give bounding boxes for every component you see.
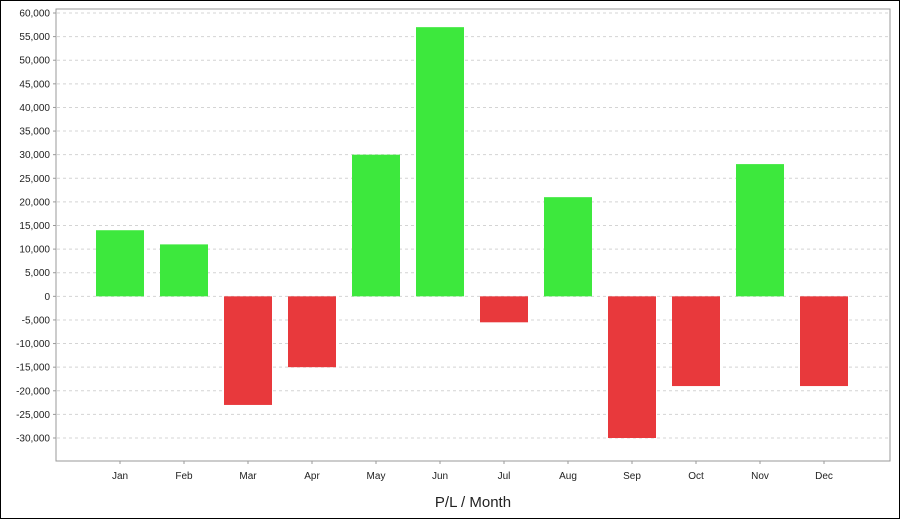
y-tick-label: -25,000 [16, 410, 50, 421]
x-tick-label: Jan [112, 471, 128, 482]
y-tick-label: 35,000 [19, 127, 50, 138]
x-tick-label: Apr [304, 471, 320, 482]
x-tick-label: Nov [751, 471, 769, 482]
y-tick-label: 5,000 [25, 268, 50, 279]
x-tick-labels: Jan Feb Mar Apr May Jun Jul Aug Sep Oct Nov Dec [112, 461, 833, 482]
y-tick-label: 10,000 [19, 245, 50, 256]
y-tick-label: -20,000 [16, 386, 50, 397]
y-tick-label: 50,000 [19, 56, 50, 67]
y-tick-label: 45,000 [19, 79, 50, 90]
y-tick-label: 25,000 [19, 174, 50, 185]
y-tick-label: -5,000 [22, 315, 51, 326]
y-tick-label: 15,000 [19, 221, 50, 232]
y-tick-label: 55,000 [19, 32, 50, 43]
bar-aug [544, 197, 592, 297]
bar-may [352, 154, 400, 297]
x-tick-label: Oct [688, 471, 704, 482]
y-tick-label: 60,000 [19, 9, 50, 20]
y-tick-label: 0 [44, 292, 50, 303]
bar-nov [736, 164, 784, 297]
y-tick-label: -30,000 [16, 434, 50, 445]
bar-apr [288, 296, 336, 368]
x-tick-label: Jul [498, 471, 511, 482]
y-tick-label: 40,000 [19, 103, 50, 114]
y-tick-label: -10,000 [16, 339, 50, 350]
x-tick-label: May [367, 471, 386, 482]
bar-jan [96, 230, 144, 297]
y-tick-label: 30,000 [19, 150, 50, 161]
bar-jun [416, 27, 464, 297]
bar-oct [672, 296, 720, 387]
y-tick-label: 20,000 [19, 197, 50, 208]
x-tick-label: Mar [239, 471, 257, 482]
x-tick-label: Aug [559, 471, 577, 482]
bars [96, 27, 848, 438]
x-tick-label: Feb [175, 471, 193, 482]
bar-sep [608, 296, 656, 438]
y-tick-label: -15,000 [16, 363, 50, 374]
x-axis-label: P/L / Month [435, 494, 511, 511]
bar-feb [160, 244, 208, 297]
bar-dec [800, 296, 848, 387]
bar-mar [224, 296, 272, 405]
x-tick-label: Sep [623, 471, 641, 482]
bar-jul [480, 296, 528, 323]
x-tick-label: Dec [815, 471, 833, 482]
y-tick-labels: -30,000 -25,000 -20,000 -15,000 -10,000 -5,00… [16, 9, 56, 445]
x-tick-label: Jun [432, 471, 448, 482]
